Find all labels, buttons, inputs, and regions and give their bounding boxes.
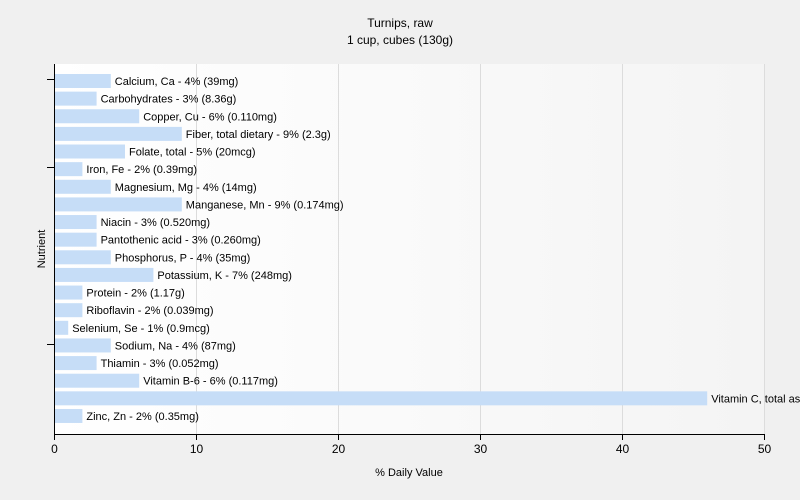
bar [55, 74, 111, 88]
bar [55, 373, 140, 388]
x-tick-label: 10 [190, 442, 204, 456]
bar-label: Vitamin B-6 - 6% (0.117mg) [143, 376, 278, 388]
chart-subtitle: 1 cup, cubes (130g) [347, 33, 453, 47]
bar-label: Carbohydrates - 3% (8.36g) [101, 94, 237, 106]
x-tick-label: 20 [332, 442, 346, 456]
bar-label: Vitamin C, total ascorbic acid - 46% (27… [711, 393, 800, 405]
grid-lines [196, 64, 765, 434]
bar [55, 197, 182, 212]
bar-label: Magnesium, Mg - 4% (14mg) [115, 182, 257, 194]
bar-label: Sodium, Na - 4% (87mg) [115, 340, 236, 352]
bar [55, 303, 83, 318]
bar-label: Phosphorus, P - 4% (35mg) [115, 252, 251, 264]
x-tick-label: 30 [474, 442, 488, 456]
bar [55, 144, 125, 159]
bar [55, 162, 83, 177]
bar [55, 109, 140, 124]
x-tick-label: 40 [616, 442, 630, 456]
bar [55, 267, 154, 282]
bar-label: Riboflavin - 2% (0.039mg) [86, 305, 213, 317]
bar [55, 250, 111, 265]
bar-label: Calcium, Ca - 4% (39mg) [115, 76, 238, 88]
y-axis-label: Nutrient [36, 230, 48, 269]
bar [55, 91, 97, 106]
plot-background [54, 64, 764, 434]
bars: Calcium, Ca - 4% (39mg) Carbohydrates - 3… [55, 74, 800, 423]
x-tick-label: 0 [51, 442, 58, 456]
bar [55, 285, 83, 300]
chart-title: Turnips, raw [367, 16, 433, 30]
axes: 0 10 20 30 40 50 [47, 64, 771, 456]
bar-label: Fiber, total dietary - 9% (2.3g) [186, 129, 331, 141]
bar [55, 356, 97, 371]
bar [55, 215, 97, 230]
x-tick-label: 50 [758, 442, 772, 456]
bar [55, 338, 111, 353]
bar-label: Pantothenic acid - 3% (0.260mg) [101, 235, 261, 247]
bar-label: Copper, Cu - 6% (0.110mg) [143, 111, 277, 123]
bar-label: Iron, Fe - 2% (0.39mg) [86, 164, 197, 176]
bar [55, 391, 708, 406]
bar-label: Potassium, K - 7% (248mg) [157, 270, 292, 282]
bar-label: Folate, total - 5% (20mcg) [129, 147, 256, 159]
bar [55, 232, 97, 247]
bar-label: Thiamin - 3% (0.052mg) [101, 358, 219, 370]
bar [55, 179, 111, 194]
bar [55, 126, 182, 141]
bar [55, 320, 69, 335]
x-axis-label: % Daily Value [375, 467, 443, 479]
bar-label: Protein - 2% (1.17g) [86, 288, 184, 300]
bar-label: Niacin - 3% (0.520mg) [101, 217, 210, 229]
bar-label: Zinc, Zn - 2% (0.35mg) [86, 411, 198, 423]
bar-label: Manganese, Mn - 9% (0.174mg) [186, 199, 344, 211]
bar-label: Selenium, Se - 1% (0.9mcg) [72, 323, 210, 335]
bar [55, 408, 83, 423]
